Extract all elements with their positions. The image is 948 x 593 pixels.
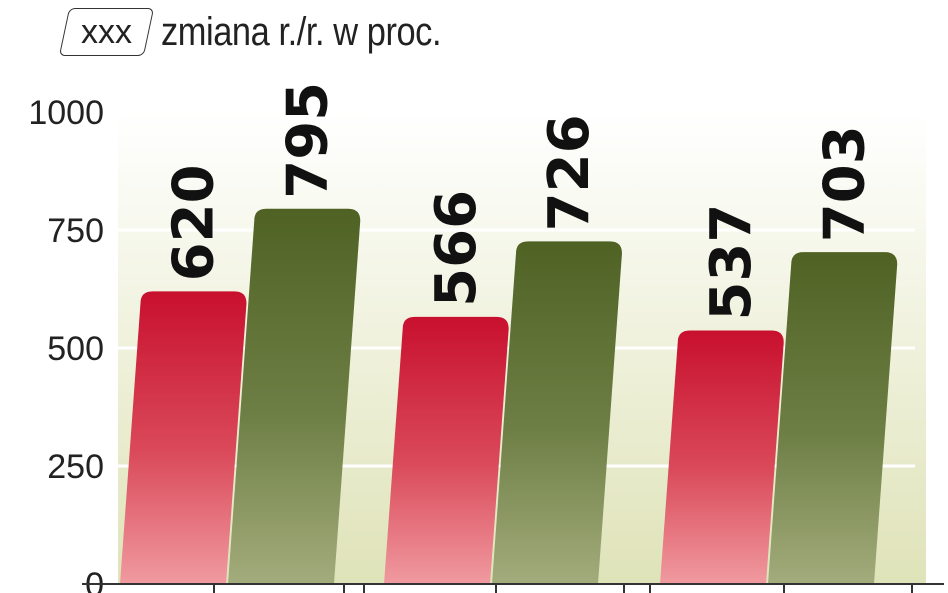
legend: xxx zmiana r./r. w proc.	[58, 4, 487, 60]
data-label: 537	[699, 204, 764, 321]
y-tick-label: 0	[85, 566, 104, 593]
bar-green	[228, 208, 361, 584]
bar-green	[492, 241, 622, 584]
data-label: 795	[275, 82, 340, 199]
data-labels: 620 795 566 726 537 703	[162, 82, 878, 321]
bar-red	[120, 291, 247, 584]
data-label: 726	[537, 114, 602, 231]
y-tick-label: 250	[47, 448, 104, 486]
bars	[120, 208, 898, 584]
x-axis	[82, 583, 944, 593]
bar-green	[768, 252, 898, 584]
data-label: 620	[162, 164, 227, 281]
data-label: 703	[812, 125, 877, 242]
y-tick-label: 1000	[28, 94, 104, 132]
legend-text: zmiana r./r. w proc.	[161, 9, 442, 54]
y-tick-label: 500	[47, 330, 104, 368]
data-label: 566	[424, 190, 489, 307]
bar-red	[660, 330, 784, 584]
y-tick-label: 750	[47, 212, 104, 250]
bar-red	[384, 316, 509, 584]
y-axis-ticks: 0 250 500 750 1000	[28, 94, 104, 593]
